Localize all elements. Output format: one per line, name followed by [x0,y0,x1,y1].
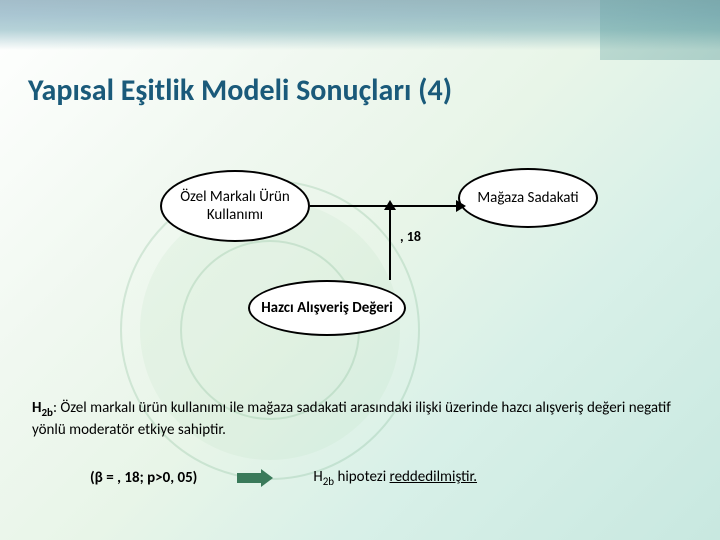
page-title: Yapısal Eşitlik Modeli Sonuçları (4) [28,72,452,109]
node-outcome: Mağaza Sadakati [458,168,598,228]
node-moderator: Hazcı Alışveriş Değeri [248,280,406,336]
edge-main-arrowhead [456,200,466,212]
top-right-decoration [600,0,720,60]
node-predictor: Özel Markalı Ürün Kullanımı [160,170,310,242]
sem-diagram: Özel Markalı Ürün Kullanımı Mağaza Sadak… [0,150,720,350]
edge-moderator-line [389,208,391,280]
edge-moderator-label: , 18 [400,228,421,245]
result-arrow-icon [237,470,273,486]
edge-moderator-arrowhead [384,200,396,210]
hypothesis-body: : Özel markalı ürün kullanımı ile mağaza… [32,399,671,439]
result-stat: (β = , 18; p>0, 05) [90,469,197,487]
hypothesis-text: H2b: Özel markalı ürün kullanımı ile mağ… [32,398,688,441]
result-row: (β = , 18; p>0, 05) H2b hipotezi reddedi… [90,468,670,488]
result-conclusion: H2b hipotezi reddedilmiştir. [313,468,477,488]
hypothesis-label: H2b [32,399,53,417]
